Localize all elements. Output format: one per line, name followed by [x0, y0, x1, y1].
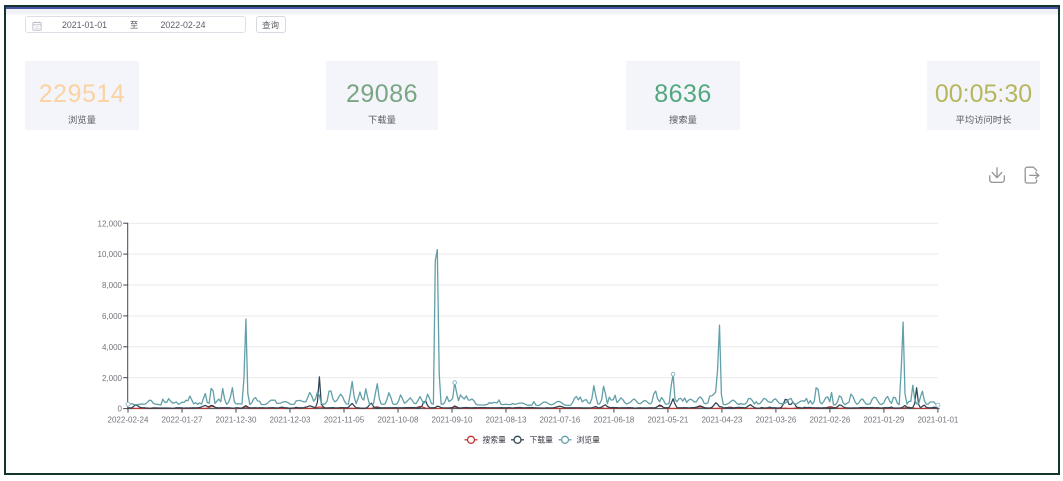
svg-text:2021-11-05: 2021-11-05	[324, 416, 365, 425]
svg-text:下载量: 下载量	[530, 435, 554, 445]
svg-text:10,000: 10,000	[98, 250, 123, 259]
svg-text:2022-01-27: 2022-01-27	[162, 416, 203, 425]
svg-text:2021-06-18: 2021-06-18	[593, 416, 634, 425]
svg-text:2021-01-29: 2021-01-29	[863, 416, 904, 425]
svg-text:2021-02-26: 2021-02-26	[809, 416, 850, 425]
svg-text:2021-07-16: 2021-07-16	[539, 416, 580, 425]
svg-text:2021-08-13: 2021-08-13	[486, 416, 527, 425]
svg-text:2,000: 2,000	[102, 374, 123, 383]
svg-text:2021-01-01: 2021-01-01	[917, 416, 958, 425]
svg-text:12,000: 12,000	[98, 219, 123, 228]
svg-text:6,000: 6,000	[102, 312, 123, 321]
svg-text:2021-12-03: 2021-12-03	[270, 416, 311, 425]
svg-text:2021-12-30: 2021-12-30	[216, 416, 257, 425]
svg-text:浏览量: 浏览量	[577, 435, 601, 445]
svg-text:2021-05-21: 2021-05-21	[647, 416, 688, 425]
svg-text:0: 0	[118, 405, 123, 414]
svg-text:2022-02-24: 2022-02-24	[108, 416, 149, 425]
svg-text:8,000: 8,000	[102, 281, 123, 290]
svg-text:4,000: 4,000	[102, 343, 123, 352]
svg-text:2021-09-10: 2021-09-10	[432, 416, 473, 425]
svg-text:2021-10-08: 2021-10-08	[378, 416, 419, 425]
svg-text:2021-03-26: 2021-03-26	[755, 416, 796, 425]
svg-text:搜索量: 搜索量	[483, 435, 507, 445]
svg-text:2021-04-23: 2021-04-23	[701, 416, 742, 425]
